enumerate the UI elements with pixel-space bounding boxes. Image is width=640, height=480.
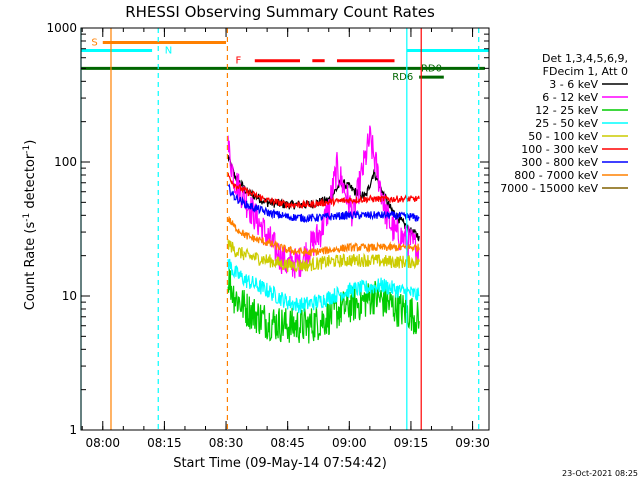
- x-tick-label: 09:30: [455, 436, 490, 450]
- status-bars: S N F RD0 RD6: [81, 37, 489, 83]
- y-axis-label-text: detector: [23, 153, 38, 213]
- axes: 1 10 100 1000 08:00 08:15 08:30 08:45 09:00 09:15…: [46, 21, 489, 450]
- x-tick-label: 08:45: [270, 436, 305, 450]
- series-line-100-300-kev: [227, 172, 420, 210]
- series-line-800-7000-kev: [227, 216, 420, 257]
- status-label-s: S: [91, 37, 97, 48]
- status-label-rd0: RD0: [421, 63, 442, 74]
- legend-entry-label: 25 - 50 keV: [535, 117, 598, 130]
- data-series: [227, 125, 420, 344]
- legend-header: FDecim 1, Att 0: [543, 65, 628, 78]
- x-tick-label: 08:00: [85, 436, 120, 450]
- plot-frame: [80, 27, 490, 431]
- legend-entry-label: 50 - 100 keV: [528, 130, 598, 143]
- y-tick-label: 1000: [46, 21, 77, 35]
- legend-entry-label: 3 - 6 keV: [549, 78, 598, 91]
- status-label-n: N: [165, 45, 172, 56]
- legend-entry-label: 800 - 7000 keV: [514, 169, 598, 182]
- legend-entry-label: 100 - 300 keV: [521, 143, 598, 156]
- y-axis-label-text: Count Rate (s: [23, 222, 38, 311]
- y-axis-label: Count Rate (s-1 detector-1): [22, 140, 38, 311]
- status-label-rd6: RD6: [392, 72, 413, 83]
- y-tick-label: 1: [69, 423, 77, 437]
- y-axis-label-exponent: -1: [22, 213, 32, 222]
- series-line-6-12-kev: [227, 125, 420, 279]
- series-line-300-800-kev: [227, 183, 420, 224]
- y-tick-label: 100: [54, 155, 77, 169]
- x-tick-label: 09:15: [394, 436, 429, 450]
- y-axis-label-text: ): [23, 140, 38, 145]
- footer-timestamp: 23-Oct-2021 08:25: [562, 469, 638, 478]
- legend-entry-label: 6 - 12 keV: [542, 91, 598, 104]
- x-tick-label: 08:30: [209, 436, 244, 450]
- legend-entry-label: 300 - 800 keV: [521, 156, 598, 169]
- legend-header: Det 1,3,4,5,6,9,: [542, 52, 628, 65]
- chart-title: RHESSI Observing Summary Count Rates: [125, 3, 435, 21]
- legend-entry-label: 12 - 25 keV: [535, 104, 598, 117]
- series-line-50-100-kev: [227, 239, 420, 273]
- series-line-12-25-kev: [227, 268, 420, 344]
- x-axis-label: Start Time (09-May-14 07:54:42): [173, 456, 387, 471]
- y-tick-label: 10: [62, 289, 77, 303]
- x-tick-label: 08:15: [147, 436, 182, 450]
- y-axis-label-exponent: -1: [22, 145, 32, 154]
- x-tick-label: 09:00: [332, 436, 367, 450]
- legend-entry-label: 7000 - 15000 keV: [500, 182, 598, 195]
- status-label-f: F: [235, 56, 241, 67]
- series-line-25-50-kev: [227, 258, 420, 314]
- legend: Det 1,3,4,5,6,9,FDecim 1, Att 03 - 6 keV…: [500, 52, 628, 195]
